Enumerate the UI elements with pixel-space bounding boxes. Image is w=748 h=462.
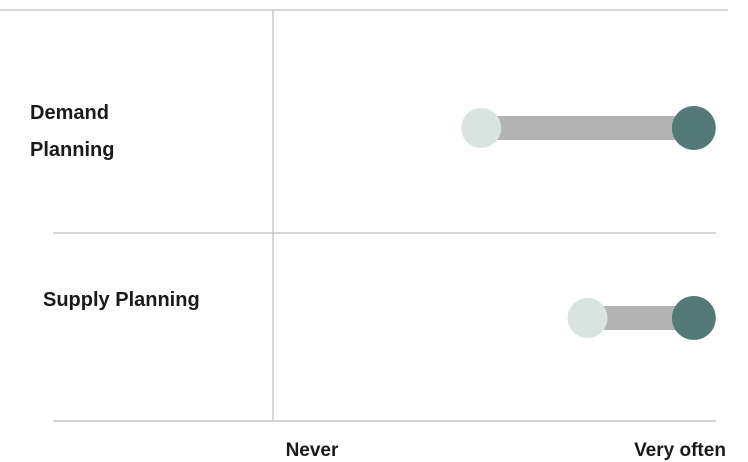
x-tick-label-very-often: Very often	[634, 440, 726, 461]
category-label-demand-planning: Demand Planning	[30, 102, 114, 161]
category-label-line: Planning	[30, 139, 114, 161]
end-point-supply-planning	[671, 296, 716, 340]
start-point-demand-planning	[461, 108, 502, 148]
start-point-supply-planning	[567, 298, 608, 338]
category-label-line: Demand	[30, 102, 109, 124]
end-point-demand-planning	[671, 106, 716, 150]
x-tick-label-never: Never	[286, 440, 339, 461]
category-label-supply-planning: Supply Planning	[43, 289, 200, 311]
category-label-line: Supply Planning	[43, 289, 200, 311]
chart-marks	[461, 106, 716, 340]
